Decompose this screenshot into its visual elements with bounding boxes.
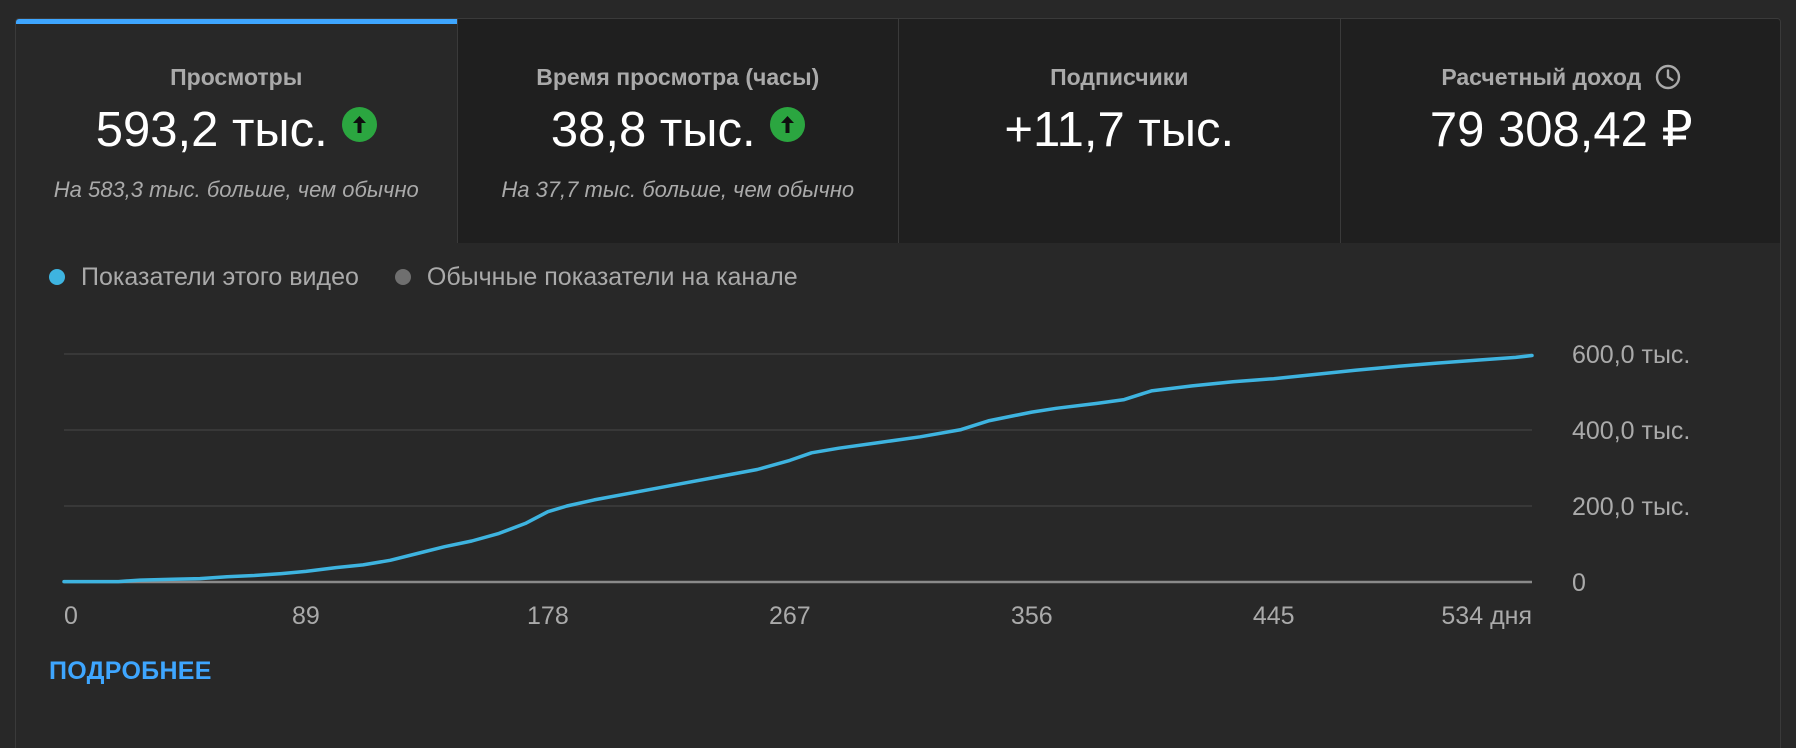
- y-tick-label: 200,0 тыс.: [1572, 493, 1690, 521]
- tab-watch-time[interactable]: Время просмотра (часы) 38,8 тыс. На 37,7…: [457, 19, 899, 243]
- legend-dot-this-video: [49, 269, 65, 285]
- y-tick-label: 600,0 тыс.: [1572, 341, 1690, 369]
- series-line-this-video: [62, 353, 1534, 584]
- tab-views[interactable]: Просмотры 593,2 тыс. На 583,3 тыс. больш…: [16, 19, 458, 243]
- more-details-link[interactable]: ПОДРОБНЕЕ: [49, 657, 212, 685]
- tab-value: 593,2 тыс.: [16, 100, 457, 160]
- views-line-chart: 0 200,0 тыс. 400,0 тыс. 600,0 тыс. 0 89 178 267…: [62, 341, 1690, 630]
- tab-title: Время просмотра (часы): [536, 64, 820, 90]
- tab-value-text: 593,2 тыс.: [95, 103, 328, 157]
- trend-up-icon: [769, 107, 805, 142]
- tab-subscribers[interactable]: Подписчики +11,7 тыс.: [899, 19, 1341, 243]
- y-tick-label: 0: [1572, 569, 1586, 597]
- x-tick-label: 534 дня: [1441, 602, 1532, 630]
- legend-label: Показатели этого видео: [81, 262, 359, 291]
- tab-title: Просмотры: [170, 64, 303, 90]
- active-tab-indicator: [16, 19, 457, 24]
- video-analytics-card: Просмотры 593,2 тыс. На 583,3 тыс. больш…: [15, 18, 1781, 748]
- x-tick-label: 356: [1011, 602, 1053, 630]
- x-tick-label: 178: [527, 602, 569, 630]
- tab-title-text: Расчетный доход: [1441, 64, 1642, 90]
- x-tick-label: 89: [292, 602, 320, 630]
- legend-item-this-video[interactable]: Показатели этого видео: [49, 263, 359, 292]
- legend-label: Обычные показатели на канале: [426, 262, 798, 291]
- tab-value: +11,7 тыс.: [1004, 103, 1235, 157]
- y-tick-label: 400,0 тыс.: [1572, 417, 1690, 445]
- tab-comparison: На 37,7 тыс. больше, чем обычно: [501, 177, 855, 202]
- tab-estimated-revenue[interactable]: Расчетный доход 79 308,42 ₽: [1340, 19, 1781, 243]
- tab-value-text: 38,8 тыс.: [550, 103, 756, 157]
- metric-tabs: Просмотры 593,2 тыс. На 583,3 тыс. больш…: [16, 19, 1781, 243]
- trend-up-icon: [341, 107, 377, 142]
- tab-value: 38,8 тыс.: [458, 100, 899, 160]
- x-tick-label: 445: [1253, 602, 1295, 630]
- x-tick-label: 0: [64, 602, 78, 630]
- clock-icon[interactable]: [1655, 64, 1681, 90]
- legend-item-channel-typical[interactable]: Обычные показатели на канале: [394, 262, 798, 292]
- x-tick-label: 267: [769, 602, 811, 630]
- tab-comparison: На 583,3 тыс. больше, чем обычно: [53, 177, 419, 202]
- tab-title: Подписчики: [1050, 64, 1189, 90]
- chart-legend: Показатели этого видео Обычные показател…: [49, 262, 834, 292]
- tab-value: 79 308,42 ₽: [1429, 103, 1693, 157]
- legend-dot-channel-typical: [394, 269, 411, 285]
- tab-title: Расчетный доход: [1341, 63, 1781, 91]
